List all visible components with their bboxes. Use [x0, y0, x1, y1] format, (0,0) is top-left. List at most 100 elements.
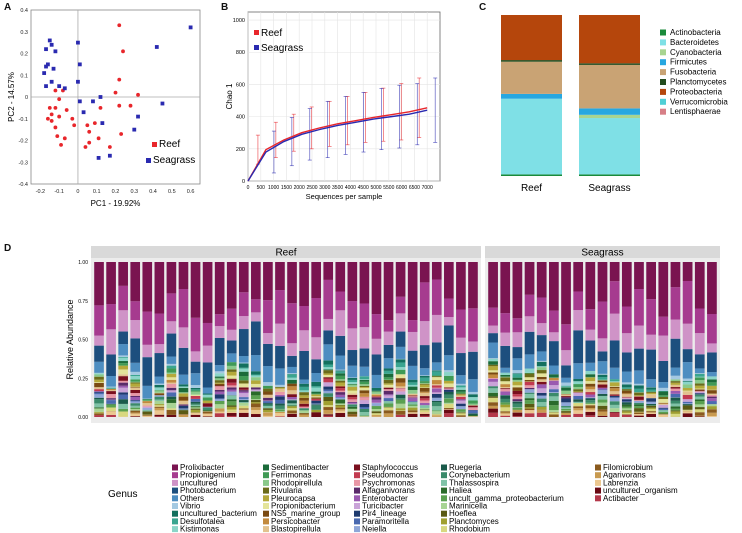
stacked-bar-segment	[263, 401, 273, 404]
stacked-bar-segment	[142, 410, 153, 412]
scatter-point	[49, 79, 54, 84]
legend-swatch	[354, 503, 360, 509]
stacked-bar-segment	[536, 335, 547, 352]
stacked-bar-segment	[130, 379, 141, 382]
stacked-bar-segment	[488, 405, 498, 409]
legend-label: Sedimentibacter	[271, 463, 329, 472]
stacked-bar-segment	[299, 330, 309, 351]
y-tick-label: 0.2	[20, 52, 28, 58]
stacked-bar-segment	[682, 404, 693, 406]
facet-label: Reef	[275, 248, 296, 259]
stacked-bar-segment	[311, 359, 321, 373]
stacked-bar-segment	[707, 343, 717, 353]
scatter-point	[55, 134, 60, 139]
stacked-bar-segment	[694, 385, 705, 389]
stacked-bar-segment	[359, 385, 370, 387]
scatter-point	[119, 132, 124, 136]
stacked-bar-segment	[130, 376, 141, 380]
stacked-bar-segment	[202, 411, 213, 414]
stacked-bar-segment	[431, 415, 442, 417]
stacked-bar-segment	[431, 414, 442, 416]
stacked-bar-segment	[707, 262, 717, 315]
stacked-bar-segment	[202, 410, 213, 411]
stacked-bar-segment	[287, 403, 297, 406]
stacked-bar-segment	[561, 398, 571, 403]
stacked-bar-segment	[275, 409, 285, 412]
stacked-bar-segment	[311, 262, 321, 299]
stacked-bar-segment	[371, 374, 382, 388]
stacked-bar-segment	[202, 413, 213, 417]
stacked-bar-segment	[694, 376, 705, 378]
stacked-bar-segment	[118, 403, 128, 409]
stacked-bar-segment	[419, 387, 430, 392]
stacked-bar-segment	[670, 338, 681, 368]
stacked-bar-segment	[694, 394, 705, 397]
stacked-bar-segment	[524, 400, 535, 404]
stacked-bar-segment	[226, 369, 237, 372]
x-tick-label: 0.4	[149, 189, 157, 195]
stacked-bar-segment	[621, 371, 632, 383]
stacked-bar-segment	[166, 356, 177, 364]
stacked-bar-segment	[621, 389, 632, 391]
stacked-bar-segment	[214, 378, 225, 381]
stacked-bar-segment	[707, 390, 717, 394]
scatter-point	[44, 64, 48, 69]
stacked-bar-segment	[658, 262, 669, 317]
stacked-bar-segment	[431, 406, 442, 411]
scatter-point	[76, 40, 80, 45]
stacked-bar-segment	[561, 385, 571, 387]
stacked-bar-segment	[561, 350, 571, 366]
legend-swatch	[660, 59, 666, 66]
legend-swatch	[172, 495, 178, 502]
stacked-bar-segment	[524, 294, 535, 317]
x-tick-label: 4500	[358, 185, 369, 191]
legend-label: Turicibacter	[362, 502, 404, 511]
stacked-bar-segment	[214, 326, 225, 338]
stacked-bar-segment	[561, 394, 571, 397]
stacked-bar-segment	[500, 367, 511, 373]
stacked-bar-segment	[621, 262, 632, 307]
stacked-bar-segment	[347, 399, 358, 402]
stacked-bar-segment	[573, 410, 584, 414]
stacked-bar-segment	[634, 383, 644, 386]
stacked-bar-segment	[707, 379, 717, 383]
stacked-bar-segment	[500, 384, 511, 388]
stacked-bar-segment	[536, 297, 547, 324]
stacked-bar-segment	[488, 342, 498, 359]
stacked-bar-segment	[431, 380, 442, 385]
stacked-bar-segment	[226, 415, 237, 417]
stacked-bar-segment	[383, 262, 394, 321]
stacked-bar-segment	[609, 262, 620, 282]
stacked-bar-segment	[106, 390, 116, 392]
stacked-bar-segment	[597, 361, 608, 374]
stacked-bar-segment	[658, 407, 669, 409]
stacked-bar-segment	[579, 174, 640, 176]
stacked-bar-segment	[488, 366, 498, 371]
stacked-bar-segment	[621, 401, 632, 403]
stacked-bar-segment	[456, 400, 466, 404]
stacked-bar-segment	[323, 367, 334, 370]
stacked-bar-segment	[488, 333, 498, 343]
stacked-bar-segment	[263, 388, 273, 392]
legend-label: Pseudomonas	[362, 471, 413, 480]
stacked-bar-segment	[488, 397, 498, 403]
stacked-bar-segment	[238, 329, 249, 357]
stacked-bar-segment	[166, 262, 177, 294]
stacked-bar-segment	[311, 396, 321, 398]
stacked-bar-segment	[670, 408, 681, 411]
legend-swatch	[263, 526, 269, 533]
stacked-bar-segment	[468, 397, 478, 401]
stacked-bar-segment	[670, 379, 681, 382]
stacked-bar-segment	[501, 60, 562, 62]
stacked-bar-segment	[94, 391, 104, 393]
stacked-bar-segment	[287, 400, 297, 404]
stacked-bar-segment	[130, 383, 141, 387]
stacked-bar-segment	[524, 262, 535, 295]
stacked-bar-segment	[501, 15, 562, 61]
stacked-bar-segment	[154, 416, 165, 417]
stacked-bar-segment	[500, 388, 511, 390]
stacked-bar-segment	[682, 349, 693, 363]
stacked-bar-segment	[444, 355, 454, 371]
stacked-bar-segment	[536, 395, 547, 399]
stacked-bar-segment	[536, 351, 547, 361]
